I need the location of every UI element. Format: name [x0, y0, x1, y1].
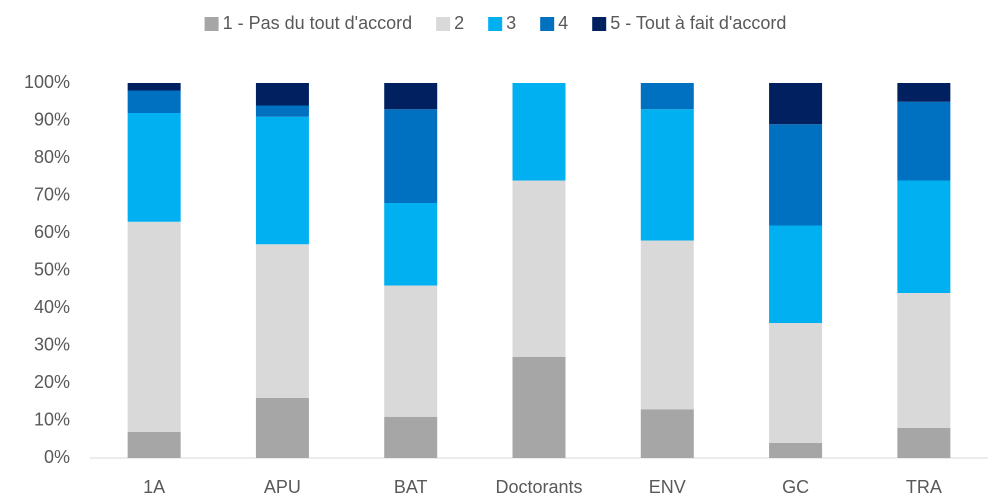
bar-segment [897, 180, 951, 293]
y-tick-label: 0% [44, 447, 70, 467]
y-tick-label: 30% [34, 334, 70, 354]
bar-segment [897, 83, 951, 102]
legend-swatch [436, 17, 451, 31]
bar-segment [127, 431, 181, 458]
x-tick-label: GC [782, 477, 809, 497]
legend-label: 4 [558, 13, 568, 33]
bar-segment [769, 323, 823, 443]
y-tick-label: 80% [34, 147, 70, 167]
bar-segment [384, 203, 438, 286]
bar-segment [640, 109, 694, 241]
bar-segment [640, 409, 694, 458]
bar-segment [769, 225, 823, 323]
bar-segment [384, 285, 438, 417]
bar-segment [897, 293, 951, 428]
y-tick-label: 70% [34, 184, 70, 204]
x-tick-label: APU [264, 477, 301, 497]
bar-segment [512, 356, 566, 458]
legend-label: 3 [506, 13, 516, 33]
bar-segment [127, 113, 181, 222]
bar-segment [255, 398, 309, 458]
x-tick-label: BAT [394, 477, 428, 497]
bar-segment [127, 221, 181, 432]
legend: 1 - Pas du tout d'accord 2 3 4 5 - Tout à fa… [204, 13, 786, 33]
bar-segment [384, 109, 438, 203]
legend-swatch [488, 17, 503, 31]
bar-segment [255, 83, 309, 106]
bar-segment [255, 105, 309, 117]
legend-label: 1 - Pas du tout d'accord [223, 13, 413, 33]
bar-segment [127, 90, 181, 113]
bar-segment [897, 101, 951, 181]
y-tick-label: 20% [34, 372, 70, 392]
bar-segment [897, 428, 951, 458]
legend-label: 5 - Tout à fait d'accord [610, 13, 786, 33]
x-tick-label: ENV [649, 477, 686, 497]
bar-segment [127, 83, 181, 91]
y-tick-label: 100% [24, 72, 70, 92]
x-tick-label: 1A [143, 477, 165, 497]
legend-swatch [204, 17, 219, 31]
legend-swatch [540, 17, 555, 31]
bar-segment [769, 83, 823, 125]
bar-segment [640, 83, 694, 110]
bar-segment [384, 83, 438, 110]
x-tick-label: Doctorants [495, 477, 582, 497]
bar-segment [769, 443, 823, 458]
y-tick-label: 40% [34, 297, 70, 317]
bar-segment [384, 416, 438, 458]
bar-segment [255, 244, 309, 398]
legend-swatch [592, 17, 607, 31]
bar-segment [640, 240, 694, 410]
y-tick-label: 10% [34, 409, 70, 429]
x-tick-label: TRA [906, 477, 942, 497]
bar-segment [255, 116, 309, 245]
y-tick-label: 60% [34, 222, 70, 242]
legend-label: 2 [454, 13, 464, 33]
y-tick-label: 90% [34, 109, 70, 129]
bar-segment [512, 83, 566, 181]
bar-segment [769, 124, 823, 226]
y-tick-label: 50% [34, 259, 70, 279]
bar-segment [512, 180, 566, 357]
